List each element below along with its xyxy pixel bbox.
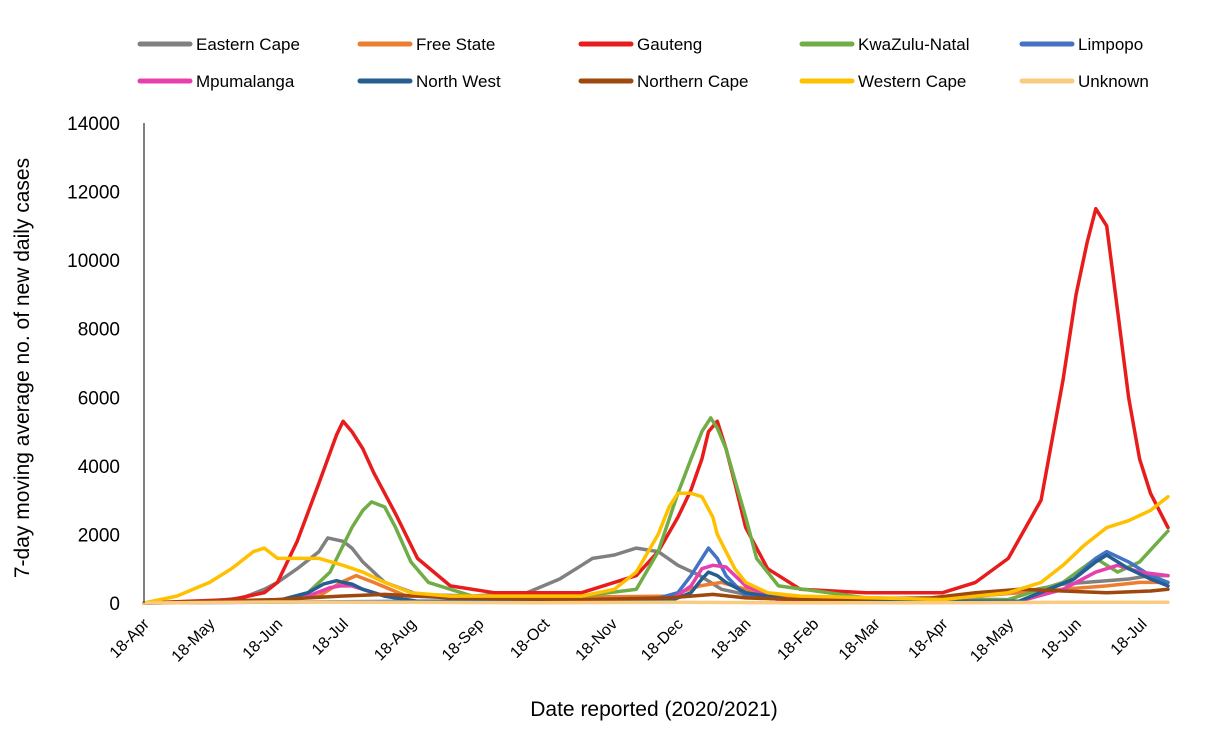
legend-label: Gauteng: [637, 35, 702, 54]
y-tick-label: 0: [109, 594, 120, 615]
legend-label: Limpopo: [1078, 35, 1143, 54]
series-line-northern-cape: [142, 587, 1170, 605]
y-tick-label: 10000: [67, 251, 120, 272]
legend-label: Northern Cape: [637, 72, 749, 91]
legend-label: Mpumalanga: [196, 72, 295, 91]
x-tick-label: 18-Jun: [1038, 616, 1085, 663]
legend-item-unknown: Unknown: [1019, 72, 1149, 91]
legend-item-kwazulu-natal: KwaZulu-Natal: [799, 35, 970, 54]
legend-label: Eastern Cape: [196, 35, 300, 54]
x-axis-title: Date reported (2020/2021): [530, 698, 778, 721]
legend-item-mpumalanga: Mpumalanga: [137, 72, 295, 91]
legend-label: Free State: [416, 35, 495, 54]
x-tick-label: 18-Oct: [507, 615, 553, 661]
x-axis-ticks: 18-Apr 18-May 18-Jun 18-Jul 18-Aug 18-Sep 18-O…: [107, 615, 1151, 665]
legend: Eastern Cape Free State Gauteng KwaZulu-Nat…: [137, 35, 1149, 91]
x-tick-label: 18-Nov: [573, 616, 621, 664]
x-tick-label: 18-Jul: [1108, 616, 1151, 659]
y-tick-label: 4000: [78, 457, 120, 478]
x-tick-label: 18-Dec: [638, 616, 686, 664]
x-tick-label: 18-Feb: [774, 616, 822, 664]
legend-item-gauteng: Gauteng: [578, 35, 702, 54]
series-line-unknown: [142, 600, 1170, 605]
legend-label: KwaZulu-Natal: [858, 35, 970, 54]
x-tick-label: 18-Sep: [439, 616, 488, 665]
y-tick-label: 2000: [78, 525, 120, 546]
legend-item-free-state: Free State: [357, 35, 495, 54]
x-tick-label: 18-Apr: [905, 615, 951, 661]
series-line-north-west: [142, 553, 1170, 605]
series-line-western-cape: [142, 491, 1170, 605]
y-tick-label: 12000: [67, 183, 120, 204]
y-tick-label: 8000: [78, 320, 120, 341]
x-tick-label: 18-Aug: [371, 616, 420, 665]
series-layer: [142, 206, 1170, 605]
legend-item-northern-cape: Northern Cape: [578, 72, 749, 91]
y-tick-label: 6000: [78, 388, 120, 409]
legend-label: Unknown: [1078, 72, 1149, 91]
x-tick-label: 18-May: [967, 616, 1017, 666]
x-tick-label: 18-Jun: [240, 616, 287, 663]
y-axis-title: 7-day moving average no. of new daily ca…: [11, 158, 34, 578]
series-line-kwazulu-natal: [142, 416, 1170, 605]
series-line-mpumalanga: [142, 563, 1170, 605]
legend-item-eastern-cape: Eastern Cape: [137, 35, 300, 54]
x-tick-label: 18-Jan: [708, 616, 755, 663]
legend-item-limpopo: Limpopo: [1019, 35, 1143, 54]
x-tick-label: 18-Mar: [836, 615, 884, 663]
x-tick-label: 18-May: [169, 616, 219, 666]
legend-item-north-west: North West: [357, 72, 501, 91]
y-axis-ticks: 0 2000 4000 6000 8000 10000 12000 14000: [67, 114, 120, 615]
x-tick-label: 18-Jul: [309, 616, 352, 659]
x-tick-label: 18-Apr: [107, 615, 153, 661]
legend-item-western-cape: Western Cape: [799, 72, 966, 91]
series-line-gauteng: [142, 206, 1170, 605]
y-tick-label: 14000: [67, 114, 120, 135]
legend-label: North West: [416, 72, 501, 91]
legend-label: Western Cape: [858, 72, 966, 91]
